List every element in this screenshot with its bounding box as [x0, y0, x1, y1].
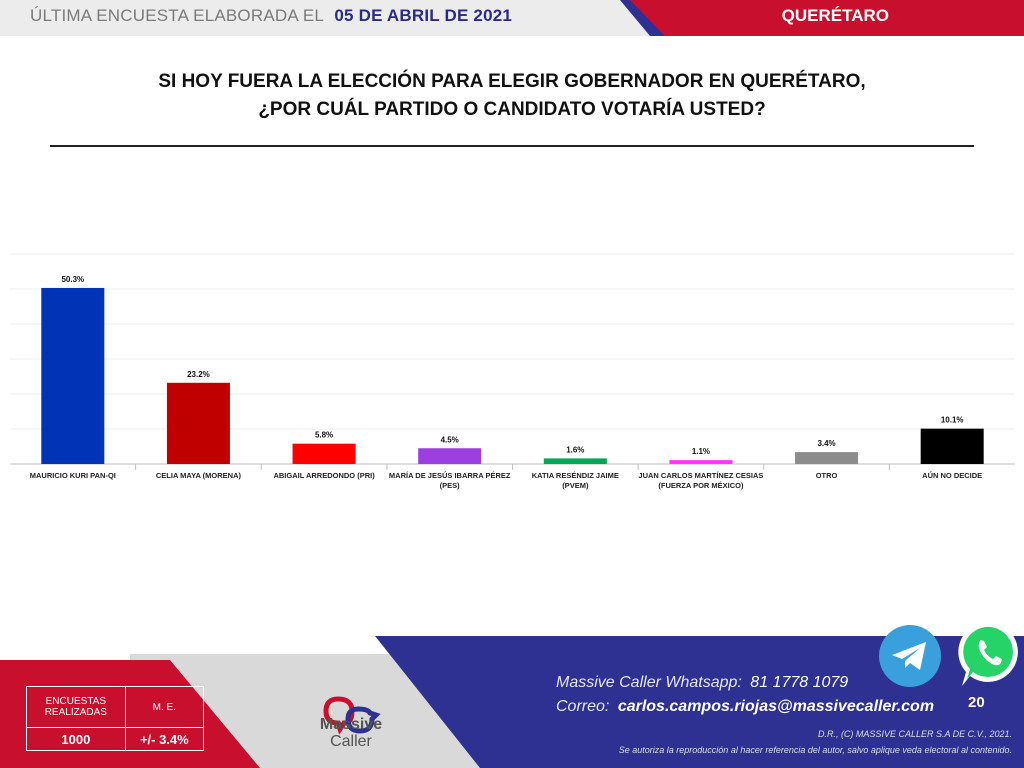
bar — [41, 287, 105, 464]
disclaimer-text: Se autoriza la reproducción al hacer ref… — [618, 745, 1012, 755]
whatsapp-number[interactable]: 81 1778 1079 — [750, 674, 849, 691]
category-label: AÚN NO DECIDE — [922, 471, 982, 480]
header-prefix: ÚLTIMA ENCUESTA ELABORADA EL — [30, 6, 324, 25]
copyright-text: D.R., (C) MASSIVE CALLER S.A DE C.V., 20… — [817, 729, 1012, 739]
whatsapp-label: Massive Caller Whatsapp: — [556, 674, 742, 691]
page-number: 20 — [968, 694, 985, 711]
telegram-icon[interactable] — [878, 624, 942, 688]
whatsapp-icon[interactable] — [956, 618, 1024, 690]
question-line-1: SI HOY FUERA LA ELECCIÓN PARA ELEGIR GOB… — [158, 71, 866, 92]
bar — [166, 382, 230, 464]
whatsapp-contact: Massive Caller Whatsapp: 81 1778 1079 — [556, 674, 848, 692]
category-label: KATIA RESÉNDIZ JAIME — [532, 471, 619, 480]
bar — [292, 443, 356, 464]
category-label: CELIA MAYA (MORENA) — [156, 471, 242, 480]
category-label: MARÍA DE JESÚS IBARRA PÉREZ — [389, 471, 511, 480]
bar — [795, 452, 859, 464]
bar — [669, 460, 733, 464]
category-label: JUAN CARLOS MARTÍNEZ CESIAS — [638, 471, 763, 480]
category-label: MAURICIO KURI PAN-QI — [30, 471, 116, 480]
bar — [920, 428, 984, 464]
bar-value-label: 23.2% — [187, 370, 210, 379]
category-label: (PES) — [440, 481, 461, 490]
question-divider — [50, 145, 974, 147]
question-line-2: ¿POR CUÁL PARTIDO O CANDIDATO VOTARÍA US… — [258, 99, 766, 120]
email-label: Correo: — [556, 698, 610, 715]
surveys-label-line-1: ENCUESTAS — [45, 696, 107, 707]
category-label: ABIGAIL ARREDONDO (PRI) — [273, 471, 375, 480]
bar-value-label: 5.8% — [315, 431, 333, 440]
question-title: SI HOY FUERA LA ELECCIÓN PARA ELEGIR GOB… — [50, 68, 974, 124]
header-date: 05 DE ABRIL DE 2021 — [334, 6, 513, 25]
surveys-value: 1000 — [26, 727, 126, 751]
email-contact: Correo: carlos.campos.riojas@massivecall… — [556, 698, 934, 716]
logo-text-massive: Massive — [319, 716, 383, 733]
vote-bar-chart: 50.3% MAURICIO KURI PAN-QI 23.2% CELIA MAYA… — [10, 253, 1015, 490]
header-state: QUERÉTARO — [781, 6, 889, 25]
header-banner — [0, 0, 1024, 36]
category-label: OTRO — [816, 471, 838, 480]
bar-value-label: 1.6% — [566, 445, 584, 454]
bar-value-label: 3.4% — [817, 439, 835, 448]
category-label: (FUERZA POR MÉXICO) — [658, 481, 744, 490]
logo-text-caller: Caller — [330, 733, 372, 750]
bar-value-label: 50.3% — [61, 275, 84, 284]
massive-caller-logo — [323, 696, 381, 735]
bar-value-label: 10.1% — [941, 416, 964, 425]
header-survey-date: ÚLTIMA ENCUESTA ELABORADA EL 05 DE ABRIL… — [30, 6, 512, 26]
bar — [543, 458, 607, 464]
email-link[interactable]: carlos.campos.riojas@massivecaller.com — [617, 698, 935, 715]
surveys-label-line-2: REALIZADAS — [44, 707, 107, 718]
margin-error-value: +/- 3.4% — [124, 727, 205, 751]
bar — [418, 448, 482, 464]
bar-value-label: 1.1% — [692, 447, 710, 456]
margin-error-label: M. E. — [124, 686, 205, 728]
bar-value-label: 4.5% — [441, 435, 459, 444]
category-label: (PVEM) — [562, 481, 589, 490]
surveys-label: ENCUESTAS REALIZADAS — [26, 686, 126, 728]
survey-stats-table: ENCUESTAS REALIZADAS M. E. 1000 +/- 3.4% — [26, 686, 205, 751]
